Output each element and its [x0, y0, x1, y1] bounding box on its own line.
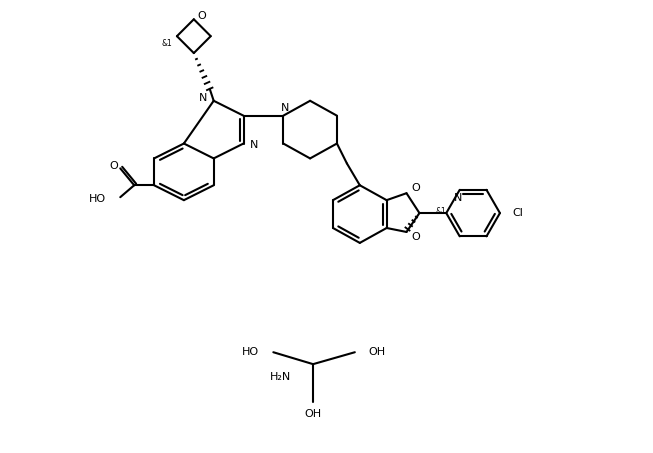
Text: O: O: [197, 11, 206, 21]
Text: O: O: [411, 232, 420, 242]
Text: HO: HO: [89, 194, 106, 204]
Text: O: O: [411, 183, 420, 193]
Text: OH: OH: [369, 347, 386, 357]
Text: O: O: [109, 161, 118, 171]
Text: N: N: [249, 140, 258, 150]
Text: &1: &1: [161, 39, 172, 48]
Text: H₂N: H₂N: [270, 372, 291, 382]
Text: Cl: Cl: [513, 208, 524, 218]
Text: N: N: [199, 93, 208, 103]
Text: OH: OH: [304, 409, 322, 419]
Text: N: N: [281, 103, 289, 113]
Text: &1: &1: [436, 207, 446, 216]
Text: HO: HO: [242, 347, 259, 357]
Text: N: N: [453, 193, 462, 203]
